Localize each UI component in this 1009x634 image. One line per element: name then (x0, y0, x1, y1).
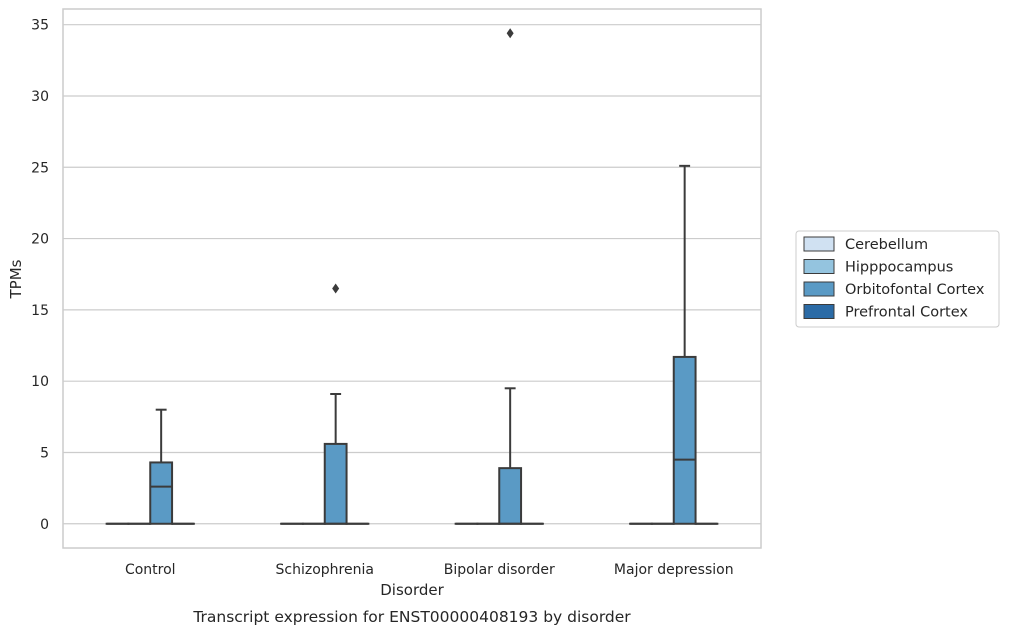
y-gridlines (63, 24, 761, 525)
legend-entry-label: Prefrontal Cortex (845, 305, 968, 321)
legend-swatch (803, 236, 835, 252)
y-tick-labels: 0 5 10 15 20 25 30 35 (31, 18, 49, 533)
legend: Cerebellum Hipppocampus Orbitofontal Corte… (795, 230, 1000, 328)
legend-frame (795, 230, 1000, 328)
x-tick-labels: Control Schizophrenia Bipolar disorder Majo… (125, 562, 734, 578)
y-tick-label: 30 (31, 89, 49, 105)
y-tick-label: 0 (40, 517, 49, 533)
y-tick-label: 20 (31, 232, 49, 248)
box-body (323, 442, 348, 525)
box-body (149, 461, 174, 525)
box-body (672, 355, 697, 525)
y-tick-label: 10 (31, 374, 49, 390)
legend-entry-label: Hipppocampus (845, 260, 953, 276)
outlier-point (332, 283, 340, 294)
box-body (498, 467, 523, 525)
x-tick-label: Major depression (614, 562, 734, 578)
plot-area-frame (62, 8, 762, 549)
y-axis-title: TPMs (7, 259, 25, 299)
chart-caption: Transcript expression for ENST0000040819… (192, 608, 631, 626)
legend-swatch (803, 259, 835, 274)
series-group (149, 28, 697, 525)
x-tick-label: Bipolar disorder (444, 562, 555, 578)
box-series (105, 28, 719, 525)
legend-swatch (803, 281, 835, 297)
legend-entry-label: Orbitofontal Cortex (845, 282, 985, 298)
box (149, 408, 174, 525)
outlier-point (506, 28, 514, 39)
legend-swatch (803, 304, 835, 319)
x-tick-label: Schizophrenia (276, 562, 374, 578)
y-tick-label: 35 (31, 18, 49, 34)
y-tick-label: 5 (40, 445, 49, 461)
box (323, 283, 348, 525)
box (672, 164, 697, 525)
box (498, 28, 523, 525)
legend-entry-label: Cerebellum (845, 237, 928, 253)
y-tick-label: 25 (31, 160, 49, 176)
x-axis-title: Disorder (380, 581, 444, 599)
x-tick-label: Control (125, 562, 176, 578)
y-tick-label: 15 (31, 303, 49, 319)
